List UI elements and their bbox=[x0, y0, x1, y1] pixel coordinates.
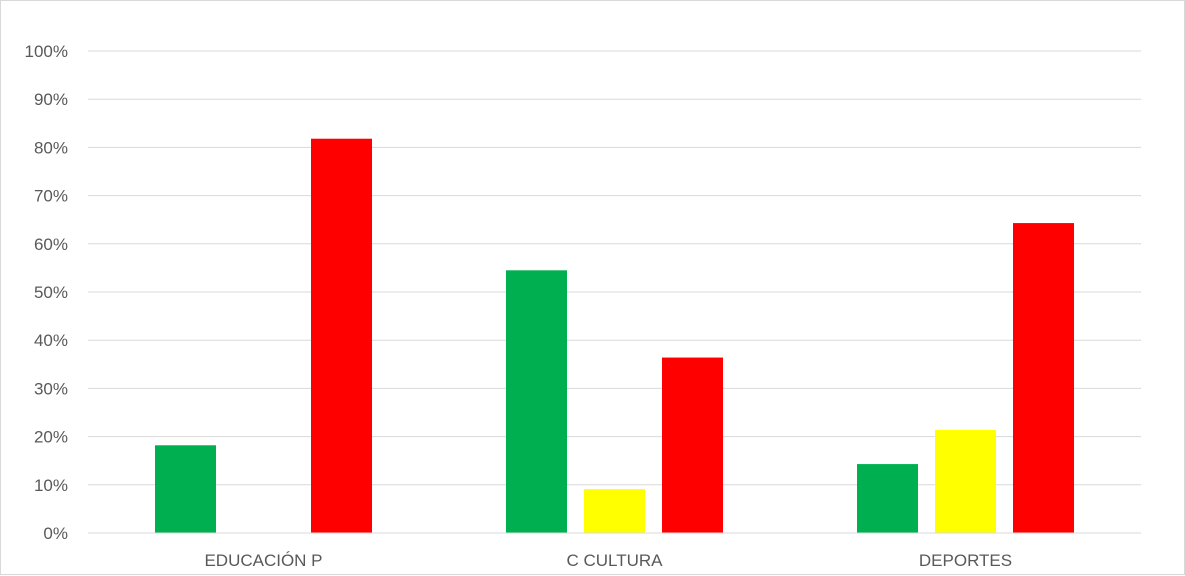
bar bbox=[1013, 223, 1074, 533]
y-tick-label: 60% bbox=[34, 235, 68, 254]
y-tick-label: 30% bbox=[34, 379, 68, 398]
x-tick-label: C CULTURA bbox=[566, 551, 663, 570]
y-tick-label: 0% bbox=[43, 524, 68, 543]
bar bbox=[935, 429, 996, 533]
y-tick-label: 50% bbox=[34, 283, 68, 302]
x-axis-tick-labels: EDUCACIÓN P C CULTURA DEPORTES bbox=[204, 551, 1012, 570]
y-tick-label: 10% bbox=[34, 476, 68, 495]
bar bbox=[662, 357, 723, 533]
bar bbox=[311, 138, 372, 533]
y-tick-label: 90% bbox=[34, 90, 68, 109]
y-tick-label: 100% bbox=[25, 42, 68, 61]
y-tick-label: 70% bbox=[34, 187, 68, 206]
bar bbox=[506, 270, 567, 533]
bar bbox=[155, 445, 216, 533]
y-axis-tick-labels: 0% 10% 20% 30% 40% 50% 60% 70% 80% 90% 100% bbox=[25, 42, 68, 543]
x-tick-label: DEPORTES bbox=[919, 551, 1012, 570]
y-tick-label: 40% bbox=[34, 331, 68, 350]
gridlines bbox=[88, 50, 1141, 486]
y-tick-label: 80% bbox=[34, 138, 68, 157]
bar bbox=[584, 489, 645, 533]
bars bbox=[155, 138, 1074, 533]
x-tick-label: EDUCACIÓN P bbox=[204, 551, 322, 570]
bar bbox=[857, 464, 918, 533]
y-tick-label: 20% bbox=[34, 428, 68, 447]
